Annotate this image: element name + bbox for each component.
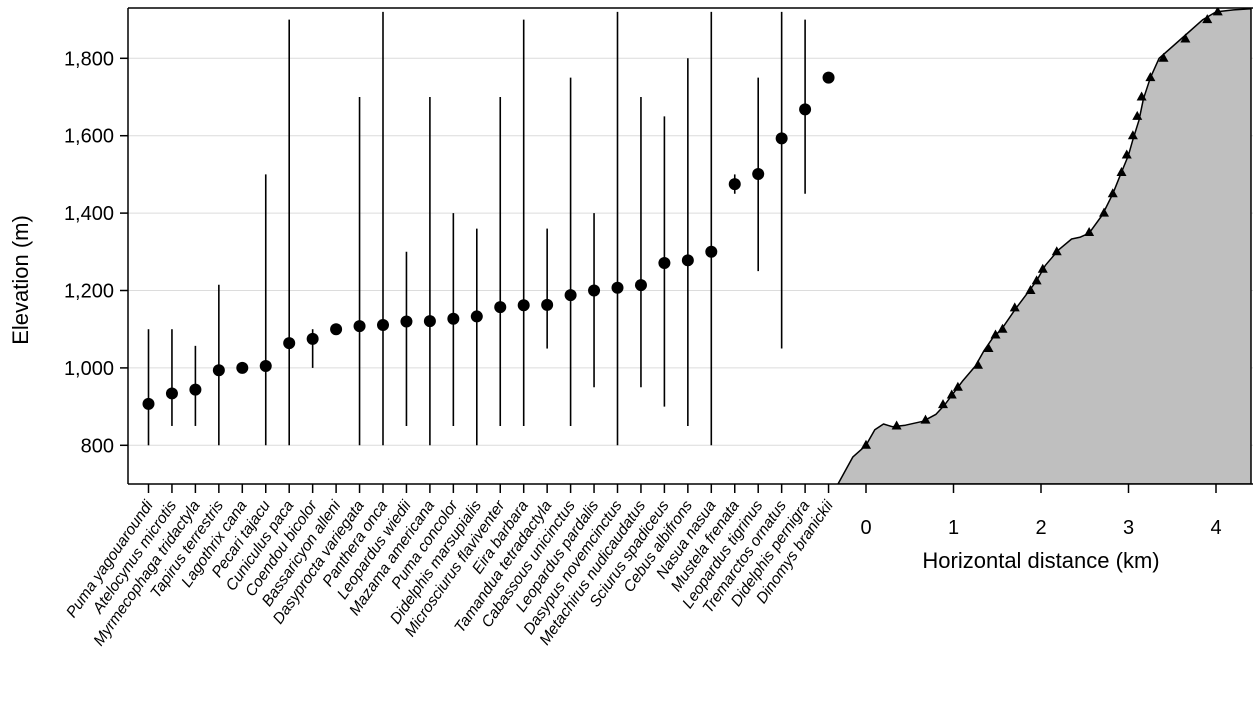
mean-point [705, 245, 718, 258]
distance-tick-label: 1 [948, 517, 959, 539]
mean-point [775, 132, 788, 145]
mean-point [423, 315, 436, 328]
x-axis-distance: 0 1 2 3 4 [860, 484, 1222, 539]
elevation-profile [837, 8, 1252, 484]
camera-station-marker [983, 343, 994, 353]
mean-point [588, 284, 601, 297]
camera-station-marker [1132, 110, 1143, 120]
y-tick-label: 1,400 [64, 203, 114, 225]
camera-station-marker [973, 359, 983, 369]
mean-point [658, 257, 671, 270]
mean-point [283, 337, 296, 350]
y-tick-label: 1,600 [64, 126, 114, 148]
camera-station-marker [1127, 130, 1138, 140]
distance-tick-label: 3 [1123, 517, 1134, 539]
camera-station-marker [920, 414, 931, 424]
mean-point [353, 320, 366, 333]
mean-point [330, 323, 343, 336]
camera-station-marker [1121, 149, 1132, 159]
mean-point [822, 71, 835, 84]
distance-tick-label: 2 [1035, 517, 1046, 539]
y-tick-label: 800 [81, 435, 114, 457]
mean-point [165, 387, 178, 400]
camera-station-marker [861, 439, 871, 449]
camera-station-marker [1009, 302, 1020, 312]
mean-point [681, 254, 694, 267]
camera-station-marker [1084, 226, 1095, 236]
camera-station-marker [1145, 72, 1156, 82]
distance-tick-label: 4 [1210, 517, 1221, 539]
mean-point [377, 318, 389, 331]
camera-station-marker [1202, 14, 1213, 24]
mean-point [799, 103, 812, 116]
camera-station-marker [990, 329, 1001, 339]
mean-point [236, 361, 249, 374]
plot-frame [127, 7, 1253, 485]
terrain-profile [837, 8, 1252, 484]
camera-station-marker [938, 399, 948, 409]
camera-station-marker [1136, 91, 1147, 101]
camera-station-marker [1037, 263, 1048, 273]
mean-point [541, 298, 554, 311]
y-tick-label: 1,000 [64, 358, 114, 380]
camera-station-marker [1116, 166, 1127, 176]
y-axis: 800 1,000 1,200 1,400 1,600 1,800 [64, 48, 128, 457]
camera-station-marker [1099, 207, 1109, 217]
species-range-bars [142, 11, 835, 446]
mean-point [611, 281, 624, 294]
camera-station-marker [1031, 275, 1042, 285]
mean-point [634, 279, 647, 292]
mean-point [517, 299, 530, 312]
camera-station-marker [1212, 8, 1223, 16]
mean-point [212, 364, 225, 377]
camera-station-marker [1051, 246, 1062, 256]
y-axis-label: Elevation (m) [8, 215, 33, 345]
mean-point [494, 301, 507, 314]
mean-point [728, 178, 741, 191]
camera-station-marker [1180, 33, 1191, 43]
mean-point [142, 397, 155, 410]
mean-point [470, 310, 483, 323]
y-tick-label: 1,200 [64, 281, 114, 303]
camera-station-marker [1107, 188, 1118, 198]
y-tick-label: 1,800 [64, 48, 114, 70]
camera-station-marker [946, 389, 957, 399]
mean-point [564, 289, 577, 302]
camera-station-marker [997, 323, 1008, 333]
mean-point [752, 168, 765, 181]
x-axis-label-distance: Horizontal distance (km) [922, 548, 1159, 573]
mean-point [259, 359, 272, 372]
mean-point [189, 383, 202, 396]
mean-point [400, 315, 413, 328]
camera-station-marker [1025, 285, 1036, 295]
camera-station-marker [952, 381, 963, 391]
camera-station-marker [1158, 52, 1169, 62]
distance-tick-label: 0 [860, 517, 871, 539]
camera-station-marker [891, 420, 902, 430]
mean-point [447, 312, 460, 325]
mean-point [306, 332, 319, 345]
